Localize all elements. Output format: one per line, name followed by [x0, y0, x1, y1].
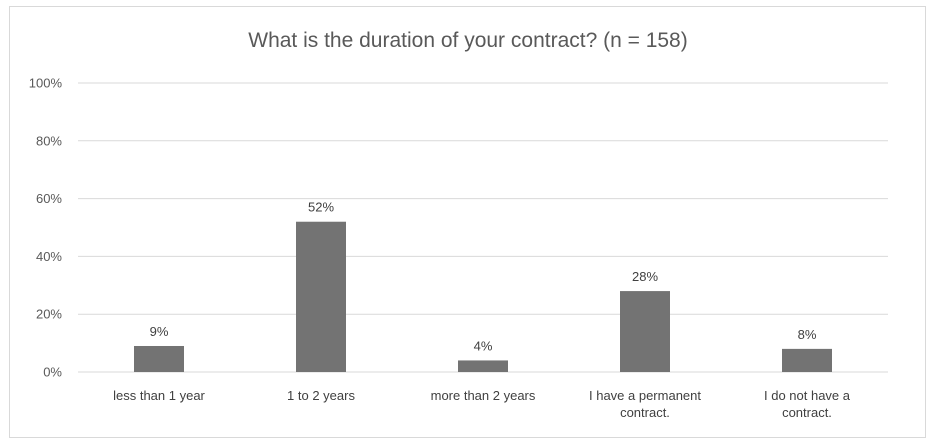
bar: [458, 360, 508, 372]
bar: [296, 221, 346, 372]
x-category-label: more than 2 years: [431, 388, 536, 403]
y-tick-label: 100%: [29, 76, 63, 91]
x-category-label: less than 1 year: [113, 388, 205, 403]
data-label: 52%: [308, 200, 334, 215]
data-label: 9%: [150, 324, 169, 339]
bars: [134, 221, 832, 372]
data-label: 8%: [798, 327, 817, 342]
chart-title: What is the duration of your contract? (…: [248, 29, 687, 52]
x-category-label: contract.: [620, 405, 670, 420]
data-labels: 9% 52% 4% 28% 8%: [150, 200, 817, 354]
x-category-label: contract.: [782, 405, 832, 420]
x-category-label: I do not have a: [764, 388, 851, 403]
bar: [782, 348, 832, 372]
x-axis-categories: less than 1 year 1 to 2 years more than 2 …: [113, 388, 851, 420]
bar: [620, 291, 670, 372]
x-category-label: 1 to 2 years: [287, 388, 355, 403]
bar: [134, 345, 184, 372]
y-tick-label: 0%: [43, 365, 62, 380]
data-label: 28%: [632, 269, 658, 284]
data-label: 4%: [474, 338, 493, 353]
y-tick-label: 20%: [36, 307, 62, 322]
y-tick-label: 60%: [36, 191, 62, 206]
x-category-label: I have a permanent: [589, 388, 701, 403]
gridlines: [78, 82, 888, 373]
y-tick-label: 80%: [36, 133, 62, 148]
y-tick-label: 40%: [36, 249, 62, 264]
y-axis-ticks: 0% 20% 40% 60% 80% 100%: [29, 76, 63, 380]
